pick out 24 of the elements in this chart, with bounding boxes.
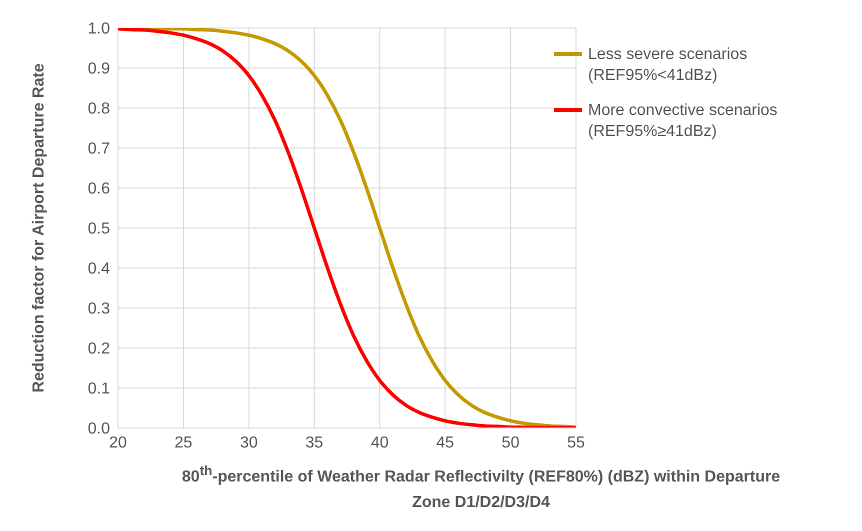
y-tick-label: 0.9 [88, 60, 110, 78]
x-tick-label: 45 [436, 434, 454, 452]
y-tick-label: 0.5 [88, 220, 110, 238]
y-tick-label: 0.1 [88, 380, 110, 398]
x-axis-title: 80$^{th}$-percentile of Weather Radar Reflectivilty (REF80%) (dBZ) within Departure Zone D1/D2/D3/D4 [180, 462, 782, 514]
y-tick-label: 0.8 [88, 100, 110, 118]
line-series [118, 28, 576, 428]
y-tick-label: 0.2 [88, 340, 110, 358]
x-tick-label: 20 [109, 434, 127, 452]
x-tick-label: 50 [502, 434, 520, 452]
y-tick-label: 0.3 [88, 300, 110, 318]
y-tick-label: 0.7 [88, 140, 110, 158]
x-tick-label: 25 [174, 434, 192, 452]
y-tick-label: 0.0 [88, 420, 110, 438]
x-tick-label: 30 [240, 434, 258, 452]
x-tick-label: 40 [370, 434, 389, 452]
x-tick-label: 55 [567, 434, 585, 452]
y-axis-title: Reduction factor for Airport Departure Rate [30, 63, 48, 393]
legend-label: More convective scenarios (REF95%≥41dBz) [588, 101, 778, 142]
y-tick-label: 0.4 [88, 260, 110, 278]
y-tick-label: 1.0 [88, 20, 110, 38]
legend-label: Less severe scenarios (REF95%<41dBz) [588, 45, 748, 86]
y-tick-label: 0.6 [88, 180, 110, 198]
x-tick-label: 35 [305, 434, 324, 452]
